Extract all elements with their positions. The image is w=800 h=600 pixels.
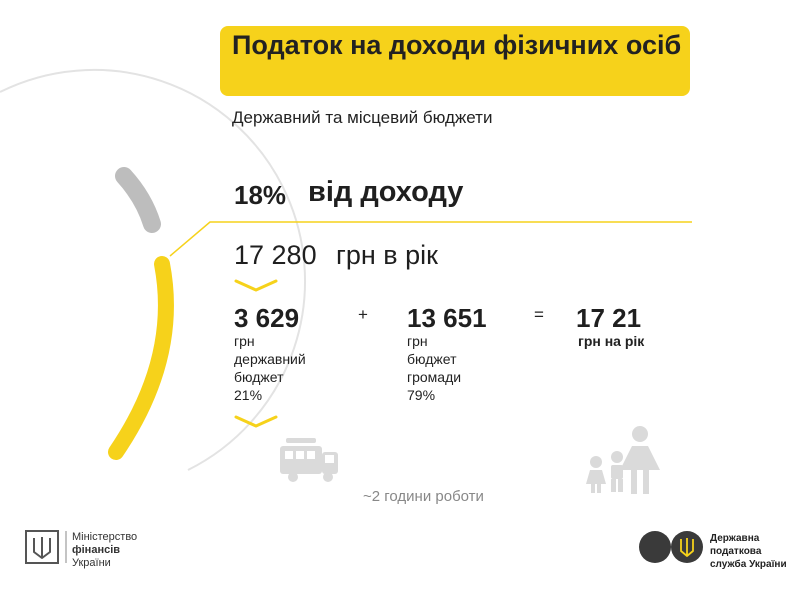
yellow-arc-segment xyxy=(108,256,174,460)
chevron-down-icon xyxy=(234,279,278,292)
tax-service-logo xyxy=(639,531,703,563)
annual-income-amount: 17 280 xyxy=(234,240,317,270)
total-amount: 17 21 xyxy=(576,303,642,333)
state-budget-currency: грн xyxy=(234,333,255,349)
chevron-down-icon xyxy=(234,415,278,428)
community-budget-label-1: бюджет xyxy=(407,351,457,367)
tax-rate-label: від доходу xyxy=(308,176,464,208)
community-budget-amount: 13 651 xyxy=(407,303,487,333)
community-budget-percent: 79% xyxy=(407,387,436,403)
annual-income-label: грн в рік xyxy=(336,240,438,270)
ministry-logo xyxy=(25,530,67,564)
equals-sign: = xyxy=(534,305,544,324)
community-budget-currency: грн xyxy=(407,333,428,349)
state-budget-percent: 21% xyxy=(234,387,263,403)
trident-icon xyxy=(33,537,51,559)
connector-line xyxy=(169,221,692,257)
trident-icon xyxy=(680,538,694,557)
state-budget-label-1: державний xyxy=(234,351,306,367)
plus-sign: + xyxy=(358,305,368,324)
community-budget-label-2: громади xyxy=(407,369,462,385)
state-budget-label-2: бюджет xyxy=(234,369,284,385)
page-title: Податок на доходи фізичних осіб xyxy=(232,30,682,60)
thin-arc xyxy=(0,68,307,471)
state-budget-amount: 3 629 xyxy=(234,303,300,333)
tax-rate-percent: 18% xyxy=(234,180,287,210)
gray-arc-segment xyxy=(115,167,161,233)
community-budget-details: грн бюджет громади 79% xyxy=(407,332,461,404)
work-time-note: ~2 години роботи xyxy=(363,488,484,505)
ministry-name: Міністерство фінансів України xyxy=(72,531,138,569)
total-label: грн на рік xyxy=(578,333,645,349)
state-budget-details: грн державний бюджет 21% xyxy=(234,332,306,404)
title-highlight xyxy=(220,26,690,96)
family-icon xyxy=(586,426,660,494)
tax-service-name: Державна податкова служба України xyxy=(710,533,787,570)
page-subtitle: Державний та місцевий бюджети xyxy=(232,108,493,127)
fire-truck-icon xyxy=(280,438,338,482)
